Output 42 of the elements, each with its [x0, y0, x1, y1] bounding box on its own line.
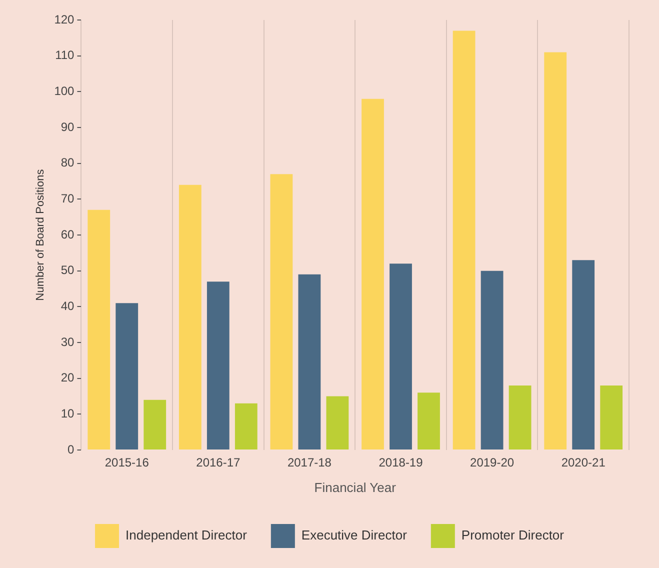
y-tick-label: 100	[54, 84, 75, 98]
bar	[480, 270, 504, 450]
y-tick-label: 10	[60, 406, 75, 420]
legend-label: Promoter Director	[461, 528, 565, 543]
y-tick-label: 0	[68, 442, 75, 456]
bar	[452, 30, 476, 450]
bar	[116, 303, 138, 450]
x-tick-label: 2016-17	[196, 456, 241, 470]
bar	[270, 174, 293, 450]
bar	[326, 396, 349, 450]
bar	[544, 52, 567, 450]
x-axis-title: Financial Year	[314, 480, 397, 495]
bar	[88, 210, 110, 450]
y-tick-label: 70	[60, 191, 75, 206]
y-tick-label: 50	[60, 263, 75, 278]
y-tick-label: 120	[54, 12, 75, 26]
y-tick-label: 20	[60, 370, 75, 385]
bar	[362, 98, 384, 450]
bar	[390, 264, 412, 450]
bar	[508, 386, 532, 450]
x-tick-label: 2020-21	[561, 456, 606, 470]
y-tick-label: 110	[55, 48, 75, 62]
y-tick-label: 60	[60, 227, 75, 242]
bar	[178, 184, 202, 450]
bar	[206, 282, 230, 450]
y-axis-title: Number of Board Positions	[34, 168, 47, 301]
bar	[572, 260, 595, 450]
legend-label: Executive Director	[301, 528, 408, 543]
y-tick-label: 80	[60, 156, 75, 170]
y-tick-label: 40	[60, 298, 75, 313]
x-tick-label: 2019-20	[470, 456, 514, 470]
x-tick-label: 2018-19	[378, 456, 424, 470]
bar	[600, 386, 623, 450]
legend-label: Independent Director	[126, 528, 248, 543]
x-tick-label: 2017-18	[287, 456, 332, 470]
x-tick-label: 2015-16	[104, 456, 150, 470]
bar	[418, 392, 440, 450]
y-tick-label: 90	[60, 120, 75, 134]
bar	[298, 274, 321, 450]
y-tick-label: 30	[60, 334, 75, 349]
bar	[144, 400, 166, 450]
bar	[234, 403, 258, 450]
